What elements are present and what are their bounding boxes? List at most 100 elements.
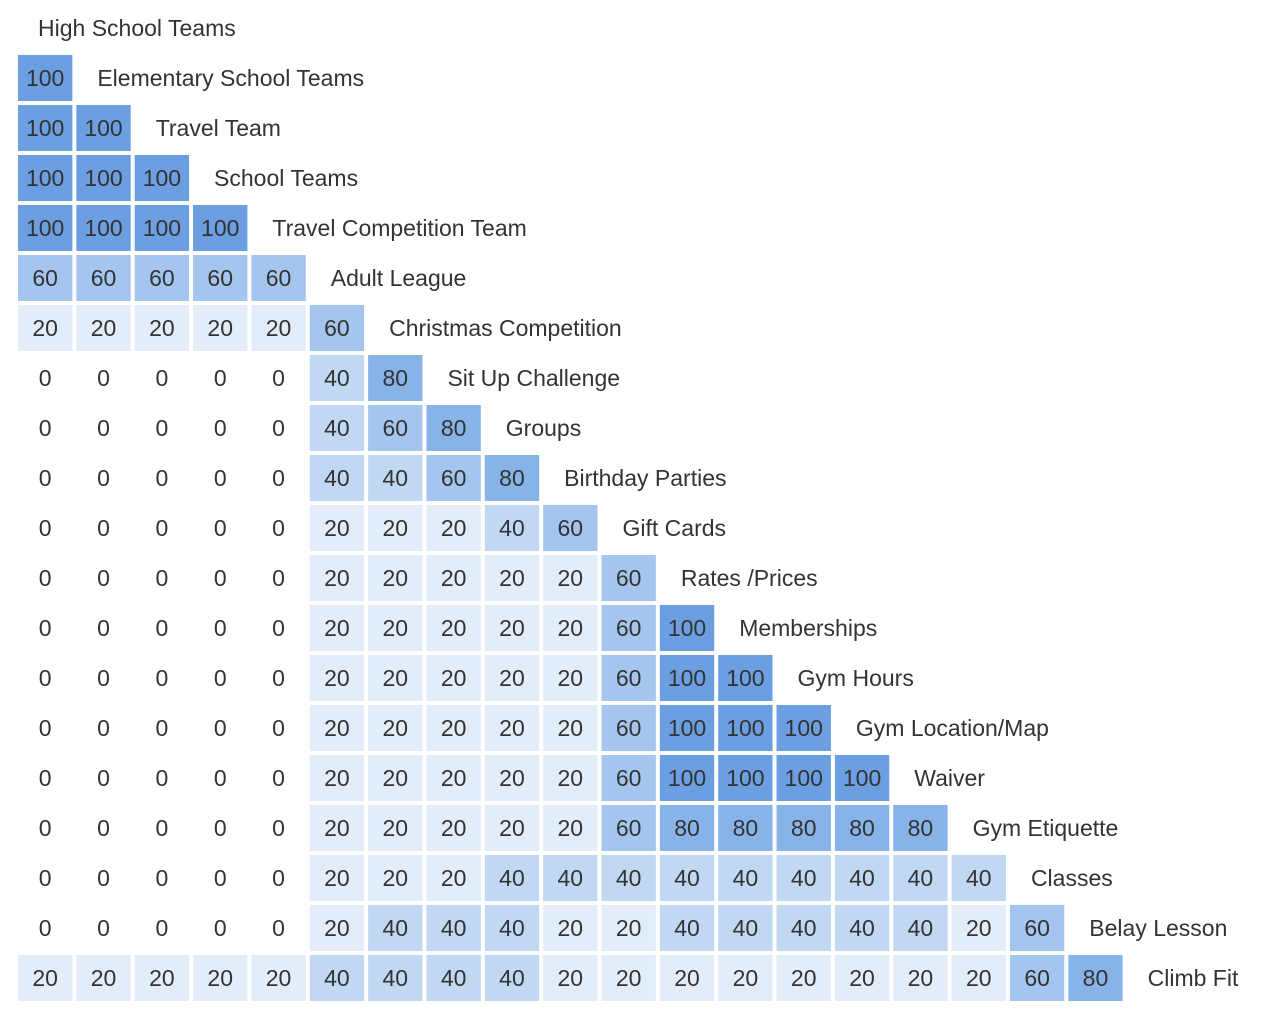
cell-value: 60 [616, 815, 642, 841]
cell-value: 0 [155, 815, 168, 841]
cell-value: 60 [91, 265, 117, 291]
cell-value: 100 [668, 665, 706, 691]
cell-value: 0 [214, 615, 227, 641]
row-label: Sit Up Challenge [447, 365, 620, 391]
cell-value: 0 [39, 915, 52, 941]
matrix-cell [251, 705, 306, 751]
matrix-cell [1068, 955, 1123, 1001]
cell-value: 20 [499, 615, 525, 641]
cell-value: 20 [674, 965, 700, 991]
matrix-cell [426, 805, 481, 851]
matrix-cell [893, 805, 948, 851]
cell-value: 0 [155, 365, 168, 391]
cell-value: 0 [272, 765, 285, 791]
matrix-cell [601, 955, 656, 1001]
matrix-cell [484, 905, 540, 951]
matrix-cell [601, 705, 656, 751]
matrix-cell [18, 655, 73, 701]
cell-value: 60 [441, 465, 467, 491]
cell-value: 60 [266, 265, 292, 291]
matrix-cell [368, 505, 423, 551]
cell-value: 60 [149, 265, 175, 291]
matrix-cell [76, 355, 131, 401]
cell-value: 100 [726, 665, 764, 691]
matrix-cell [134, 705, 190, 751]
matrix-cell [543, 705, 598, 751]
cell-value: 0 [97, 515, 110, 541]
row-label: Belay Lesson [1089, 915, 1227, 941]
matrix-cell [18, 755, 73, 801]
matrix-cell [134, 905, 190, 951]
matrix-cell [134, 755, 190, 801]
cell-value: 100 [785, 765, 823, 791]
matrix-cell [18, 705, 73, 751]
cell-value: 0 [155, 565, 168, 591]
cell-value: 0 [39, 715, 52, 741]
cell-value: 40 [382, 915, 408, 941]
cell-value: 20 [324, 815, 350, 841]
matrix-cell [134, 155, 190, 201]
cell-value: 20 [382, 815, 408, 841]
matrix-cell [134, 505, 190, 551]
row-label: Gift Cards [623, 515, 727, 541]
matrix-cell [193, 205, 248, 251]
matrix-cell [776, 805, 831, 851]
matrix-cell [251, 955, 306, 1001]
cell-value: 0 [39, 415, 52, 441]
cell-value: 100 [843, 765, 881, 791]
matrix-cell [193, 355, 248, 401]
cell-value: 0 [272, 665, 285, 691]
cell-value: 20 [499, 715, 525, 741]
matrix-cell [193, 555, 248, 601]
cell-value: 20 [558, 815, 584, 841]
matrix-cell [368, 805, 423, 851]
cell-value: 20 [499, 815, 525, 841]
matrix-cell [893, 905, 948, 951]
matrix-cell [134, 955, 190, 1001]
matrix-cell [484, 805, 540, 851]
cell-value: 0 [97, 715, 110, 741]
matrix-cell [193, 905, 248, 951]
matrix-cell [368, 405, 423, 451]
matrix-cell [76, 455, 131, 501]
row-label: Gym Hours [798, 665, 914, 691]
cell-value: 40 [441, 965, 467, 991]
matrix-cell [893, 955, 948, 1001]
matrix-cell [426, 455, 481, 501]
matrix-cell [776, 755, 831, 801]
matrix-cell [659, 905, 715, 951]
cell-value: 0 [214, 815, 227, 841]
cell-value: 100 [26, 165, 64, 191]
cell-value: 0 [155, 515, 168, 541]
cell-value: 20 [616, 915, 642, 941]
cell-value: 20 [32, 965, 58, 991]
matrix-cell [76, 655, 131, 701]
matrix-cell [251, 355, 306, 401]
cell-value: 20 [382, 715, 408, 741]
cell-value: 100 [143, 215, 181, 241]
cell-value: 40 [382, 465, 408, 491]
cell-value: 20 [558, 565, 584, 591]
cell-value: 60 [616, 615, 642, 641]
matrix-cell [309, 355, 365, 401]
cell-value: 40 [324, 465, 350, 491]
matrix-cell [18, 905, 73, 951]
matrix-cell [543, 655, 598, 701]
matrix-cell [76, 255, 131, 301]
matrix-cell [718, 655, 773, 701]
cell-value: 100 [668, 715, 706, 741]
matrix-cell [134, 255, 190, 301]
cell-value: 20 [91, 315, 117, 341]
matrix-cell [951, 905, 1006, 951]
cell-value: 100 [26, 115, 64, 141]
matrix-cell [368, 355, 423, 401]
matrix-cell [134, 405, 190, 451]
cell-value: 20 [149, 965, 175, 991]
cell-value: 20 [908, 965, 934, 991]
matrix-cell [484, 755, 540, 801]
matrix-cell [368, 655, 423, 701]
matrix-cell [834, 755, 890, 801]
matrix-cell [134, 655, 190, 701]
matrix-cell [76, 105, 131, 151]
matrix-cell [601, 855, 656, 901]
